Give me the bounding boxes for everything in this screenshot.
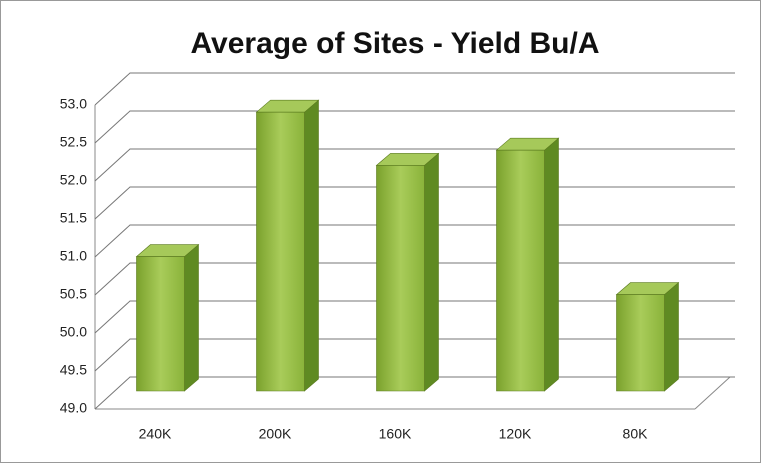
bar: [375, 152, 440, 392]
bar-face: [424, 152, 439, 392]
bar-face: [496, 149, 545, 392]
bar-face: [664, 281, 679, 392]
chart-title: Average of Sites - Yield Bu/A: [191, 27, 600, 60]
x-tick-label: 80K: [623, 426, 649, 442]
x-tick-label: 160K: [379, 426, 412, 442]
x-tick-label: 200K: [259, 426, 292, 442]
bar: [255, 99, 320, 392]
bar-face: [616, 294, 665, 392]
floor-edge: [694, 376, 731, 410]
bar: [495, 137, 560, 392]
bar-face: [184, 243, 199, 392]
y-tick-label: 49.5: [60, 362, 87, 378]
bar: [135, 243, 200, 392]
bar-face: [136, 256, 185, 392]
bar-face: [304, 99, 319, 392]
y-tick-label: 52.0: [60, 172, 87, 188]
y-tick-label: 50.0: [60, 324, 87, 340]
y-tick-label: 53.0: [60, 96, 87, 112]
y-tick-label: 52.5: [60, 134, 87, 150]
grid-line: [94, 110, 735, 144]
x-tick-label: 120K: [499, 426, 532, 442]
y-tick-label: 51.0: [60, 248, 87, 264]
bar-face: [376, 165, 425, 392]
bar-face: [256, 111, 305, 392]
bar-face: [544, 137, 559, 392]
bar: [615, 281, 680, 392]
y-tick-label: 50.5: [60, 286, 87, 302]
grid-line: [94, 72, 735, 106]
y-tick-label: 49.0: [60, 400, 87, 416]
y-tick-label: 51.5: [60, 210, 87, 226]
x-tick-label: 240K: [139, 426, 172, 442]
